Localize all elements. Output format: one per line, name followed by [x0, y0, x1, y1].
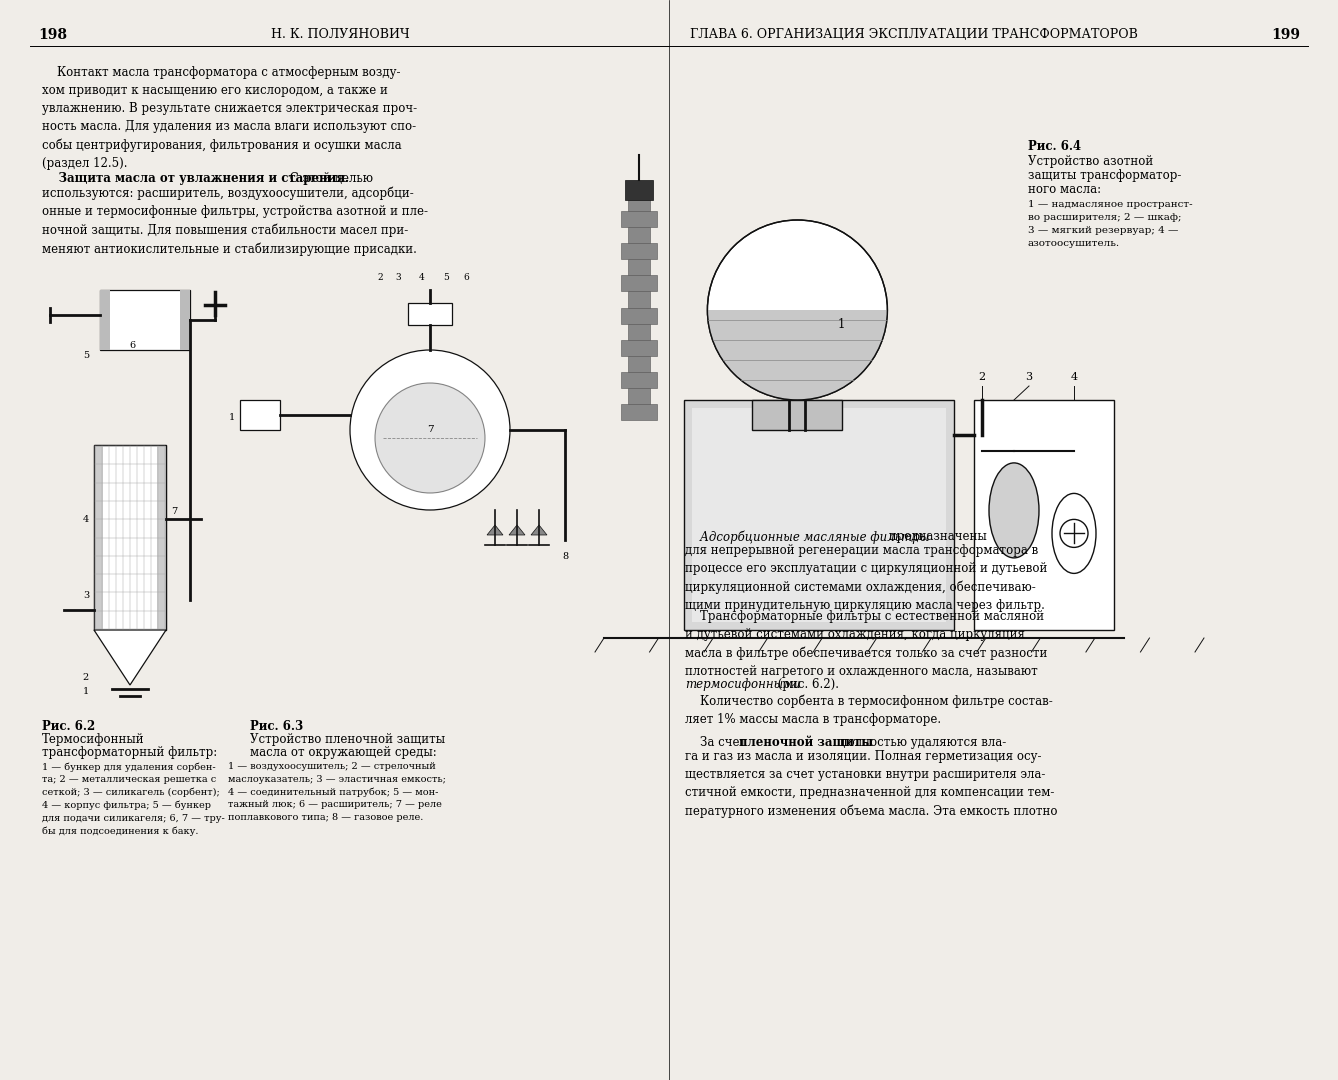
Text: пленочной защиты: пленочной защиты: [739, 735, 872, 750]
Text: Устройство азотной: Устройство азотной: [1028, 156, 1153, 168]
Text: 3: 3: [395, 273, 401, 283]
Bar: [628, 355, 650, 372]
Text: 2: 2: [978, 372, 986, 382]
Text: 4: 4: [83, 515, 90, 525]
Bar: [628, 292, 650, 308]
Text: Рис. 6.4: Рис. 6.4: [1028, 140, 1081, 153]
Polygon shape: [487, 525, 503, 535]
Bar: [621, 339, 657, 355]
Bar: [628, 195, 650, 211]
Text: 1: 1: [229, 414, 235, 422]
Text: Адсорбционные масляные фильтры: Адсорбционные масляные фильтры: [685, 530, 930, 543]
Ellipse shape: [989, 463, 1040, 558]
Bar: [621, 211, 657, 227]
Bar: [94, 445, 166, 630]
Bar: [621, 275, 657, 292]
Text: масла от окружающей среды:: масла от окружающей среды:: [250, 746, 436, 759]
Text: 7: 7: [427, 426, 434, 434]
Text: используются: расширитель, воздухоосушители, адсорбци-
онные и термосифонные фил: используются: расширитель, воздухоосушит…: [41, 187, 428, 256]
Bar: [692, 408, 946, 622]
Text: 5: 5: [83, 351, 90, 360]
Bar: [100, 291, 190, 350]
Text: С этой целью: С этой целью: [286, 172, 373, 185]
Bar: [628, 324, 650, 339]
Circle shape: [708, 220, 887, 400]
Polygon shape: [94, 630, 166, 685]
Text: ГЛАВА 6. ОРГАНИЗАЦИЯ ЭКСПЛУАТАЦИИ ТРАНСФОРМАТОРОВ: ГЛАВА 6. ОРГАНИЗАЦИЯ ЭКСПЛУАТАЦИИ ТРАНСФ…: [690, 28, 1137, 41]
Text: 4: 4: [1070, 372, 1077, 382]
Bar: [94, 445, 166, 630]
Text: 198: 198: [37, 28, 67, 42]
Text: 6: 6: [463, 273, 468, 283]
Bar: [752, 400, 843, 430]
Polygon shape: [508, 525, 524, 535]
Text: 1: 1: [838, 319, 844, 332]
Text: 2: 2: [83, 673, 90, 681]
Text: 4: 4: [419, 273, 425, 283]
Text: 6: 6: [128, 340, 135, 350]
Text: га и газ из масла и изоляции. Полная герметизация осу-
ществляется за счет устан: га и газ из масла и изоляции. Полная гер…: [685, 750, 1057, 818]
Text: термосифонными: термосифонными: [685, 678, 800, 691]
Text: 1 — бункер для удаления сорбен-
та; 2 — металлическая решетка с
сеткой; 3 — сили: 1 — бункер для удаления сорбен- та; 2 — …: [41, 762, 225, 836]
Text: 3: 3: [1025, 372, 1033, 382]
Text: Н. К. ПОЛУЯНОВИЧ: Н. К. ПОЛУЯНОВИЧ: [270, 28, 409, 41]
Text: (рис. 6.2).: (рис. 6.2).: [773, 678, 839, 691]
Bar: [974, 400, 1115, 630]
Text: Защита масла от увлажнения и старения.: Защита масла от увлажнения и старения.: [41, 172, 349, 185]
Text: 2: 2: [377, 273, 383, 283]
Bar: [621, 372, 657, 388]
Text: 1: 1: [83, 688, 90, 697]
Text: Рис. 6.2: Рис. 6.2: [41, 720, 95, 733]
Text: Устройство пленочной защиты: Устройство пленочной защиты: [250, 733, 446, 746]
Text: защиты трансформатор-: защиты трансформатор-: [1028, 168, 1181, 183]
Bar: [100, 291, 110, 350]
Bar: [628, 388, 650, 404]
Text: трансформаторный фильтр:: трансформаторный фильтр:: [41, 746, 217, 759]
Polygon shape: [708, 310, 887, 400]
Bar: [628, 259, 650, 275]
Text: полностью удаляются вла-: полностью удаляются вла-: [836, 735, 1006, 750]
Text: За счет: За счет: [685, 735, 749, 750]
Bar: [621, 404, 657, 420]
Text: ного масла:: ного масла:: [1028, 183, 1101, 195]
Text: Термосифонный: Термосифонный: [41, 733, 145, 746]
Bar: [94, 445, 103, 630]
Text: 199: 199: [1271, 28, 1301, 42]
Text: 8: 8: [562, 552, 569, 561]
Text: 3: 3: [83, 591, 90, 599]
Text: 1 — надмасляное пространст-
во расширителя; 2 — шкаф;
3 — мягкий резервуар; 4 —
: 1 — надмасляное пространст- во расширите…: [1028, 200, 1192, 247]
Text: Трансформаторные фильтры с естественной масляной
и дутьевой системами охлаждения: Трансформаторные фильтры с естественной …: [685, 610, 1048, 678]
Bar: [621, 308, 657, 324]
Circle shape: [375, 383, 484, 492]
Text: 1 — воздухоосушитель; 2 — стрелочный
маслоуказатель; 3 — эластичная емкость;
4 —: 1 — воздухоосушитель; 2 — стрелочный мас…: [227, 762, 446, 822]
Bar: [408, 303, 452, 325]
Ellipse shape: [1052, 494, 1096, 573]
Circle shape: [351, 350, 510, 510]
Text: Количество сорбента в термосифонном фильтре состав-
ляет 1% массы масла в трансф: Количество сорбента в термосифонном филь…: [685, 696, 1053, 727]
Text: 7: 7: [171, 507, 177, 515]
Bar: [240, 400, 280, 430]
Bar: [625, 180, 653, 200]
Text: предназначены: предназначены: [884, 530, 986, 543]
Text: Рис. 6.3: Рис. 6.3: [250, 720, 304, 733]
Text: 5: 5: [443, 273, 450, 283]
Text: Контакт масла трансформатора с атмосферным возду-
хом приводит к насыщению его к: Контакт масла трансформатора с атмосферн…: [41, 66, 417, 170]
Bar: [621, 243, 657, 259]
Bar: [628, 227, 650, 243]
Text: для непрерывной регенерации масла трансформатора в
процессе его эксплуатации с ц: для непрерывной регенерации масла трансф…: [685, 544, 1048, 611]
Bar: [684, 400, 954, 630]
Bar: [157, 445, 166, 630]
Bar: [181, 291, 190, 350]
Polygon shape: [531, 525, 547, 535]
